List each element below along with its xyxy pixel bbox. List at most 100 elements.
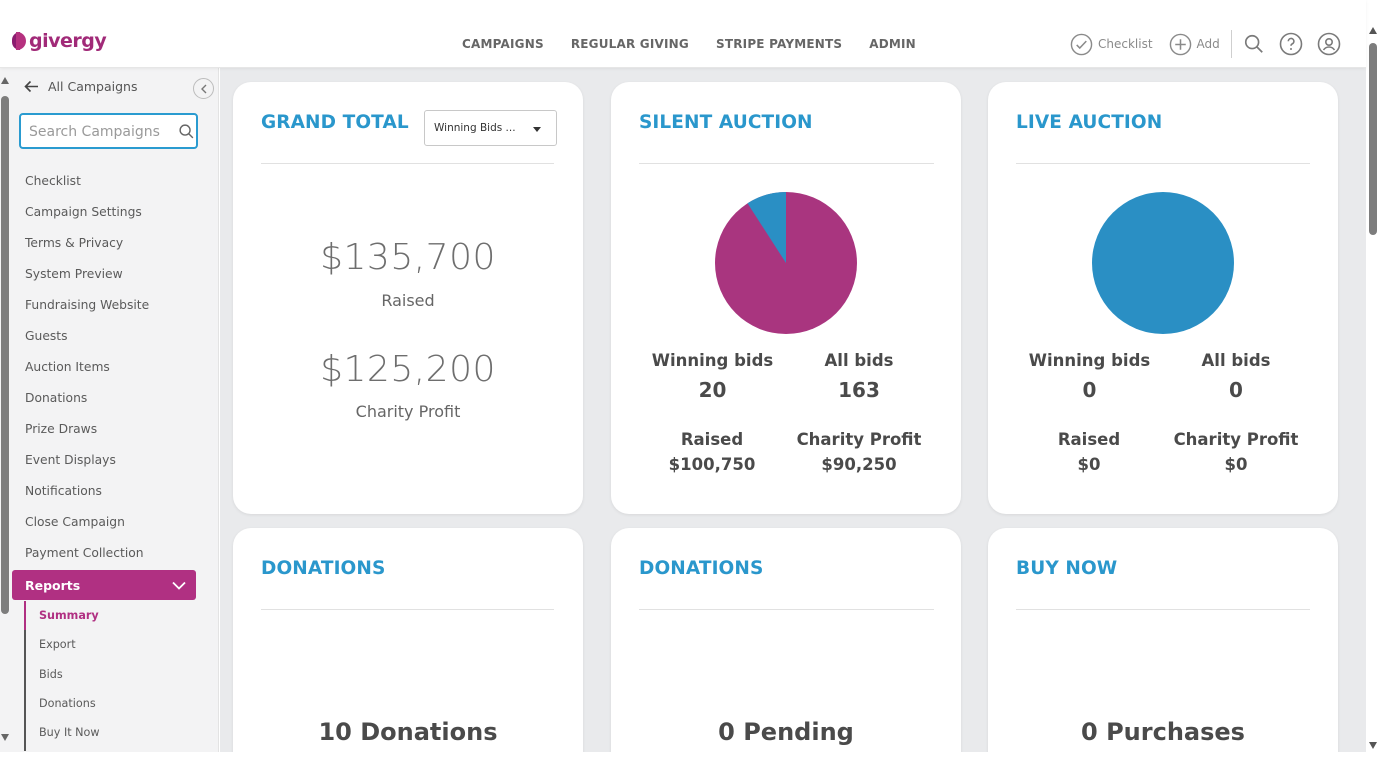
winning-bids-label: Winning bids <box>1028 351 1151 370</box>
silent-auction-title: SILENT AUCTION <box>639 112 813 133</box>
grand-total-card: GRAND TOTAL Winning Bids ... $135,700 Ra… <box>233 82 583 514</box>
winning-bids-value: 20 <box>698 378 727 402</box>
campaign-sidebar: All Campaigns Checklist Campaign Setting… <box>0 68 219 752</box>
divider <box>261 609 554 610</box>
reports-label: Reports <box>25 577 81 593</box>
all-bids-stat: All bids 0 <box>1180 351 1292 402</box>
user-account-icon[interactable] <box>1317 32 1341 56</box>
all-bids-stat: All bids 163 <box>803 351 915 402</box>
search-icon[interactable] <box>178 123 195 140</box>
check-circle-icon <box>1070 33 1093 55</box>
donations-pending-title: DONATIONS <box>639 558 764 579</box>
main-nav: CAMPAIGNS REGULAR GIVING STRIPE PAYMENTS… <box>462 37 916 51</box>
sidebar-scrollbar-thumb[interactable] <box>1 96 9 614</box>
all-bids-value: 163 <box>838 378 880 402</box>
scroll-up-arrow-icon[interactable] <box>1369 27 1377 34</box>
sidebar-item-reports[interactable]: Reports <box>12 570 196 600</box>
donations-title: DONATIONS <box>261 558 386 579</box>
collapse-sidebar-button[interactable] <box>193 78 214 99</box>
sidebar-subitem-buy-it-now[interactable]: Buy It Now <box>39 726 100 740</box>
chevron-left-icon <box>200 84 206 93</box>
nav-campaigns[interactable]: CAMPAIGNS <box>462 37 544 51</box>
buy-now-title: BUY NOW <box>1016 558 1118 579</box>
sidebar-subitem-bids[interactable]: Bids <box>39 667 63 681</box>
checklist-label: Checklist <box>1098 37 1153 51</box>
divider <box>639 609 934 610</box>
checklist-button[interactable]: Checklist <box>1070 33 1153 56</box>
help-icon[interactable] <box>1279 32 1303 56</box>
logo-mark-icon <box>12 32 26 50</box>
live-auction-title: LIVE AUCTION <box>1016 112 1163 133</box>
arrow-left-icon <box>24 80 38 93</box>
nav-regular-giving[interactable]: REGULAR GIVING <box>570 37 689 51</box>
pie-slice-full <box>1092 192 1234 334</box>
raised-label: Raised <box>381 291 435 310</box>
grand-total-filter-dropdown[interactable]: Winning Bids ... <box>424 110 557 146</box>
sidebar-subitem-donations[interactable]: Donations <box>39 696 96 710</box>
donations-card: DONATIONS 10 Donations <box>233 528 583 752</box>
sidebar-scroll-up-icon[interactable] <box>1 77 9 84</box>
dropdown-caret-icon <box>533 127 541 132</box>
nav-stripe-payments[interactable]: STRIPE PAYMENTS <box>715 37 843 51</box>
scroll-down-arrow-icon[interactable] <box>1369 742 1377 749</box>
live-auction-pie-chart <box>1092 192 1234 334</box>
sidebar-item-system-preview[interactable]: System Preview <box>25 267 123 281</box>
grand-total-title: GRAND TOTAL <box>261 112 409 133</box>
all-bids-label: All bids <box>1201 351 1271 370</box>
givergy-logo[interactable]: givergy <box>12 30 107 52</box>
chevron-down-icon <box>172 581 186 590</box>
sidebar-item-prize-draws[interactable]: Prize Draws <box>25 422 98 436</box>
sidebar-item-campaign-settings[interactable]: Campaign Settings <box>25 205 142 219</box>
charity-profit-amount: $125,200 <box>320 349 496 390</box>
purchases-count: 0 Purchases <box>1081 718 1245 746</box>
sidebar-item-auction-items[interactable]: Auction Items <box>25 360 110 374</box>
sidebar-item-payment-collection[interactable]: Payment Collection <box>25 546 144 560</box>
search-icon[interactable] <box>1243 33 1265 55</box>
buy-now-card: BUY NOW 0 Purchases <box>988 528 1338 752</box>
sidebar-item-fundraising-website[interactable]: Fundraising Website <box>25 298 150 312</box>
winning-bids-value: 0 <box>1082 378 1097 402</box>
pending-count: 0 Pending <box>718 718 854 746</box>
raised-amount: $135,700 <box>320 237 496 278</box>
sidebar-item-event-displays[interactable]: Event Displays <box>25 453 116 467</box>
raised-label: Raised <box>1057 430 1121 449</box>
sidebar-item-terms-privacy[interactable]: Terms & Privacy <box>25 236 124 250</box>
active-indicator <box>24 601 26 630</box>
sidebar-scroll-down-icon[interactable] <box>1 734 9 741</box>
reports-summary: GRAND TOTAL Winning Bids ... $135,700 Ra… <box>220 68 1366 752</box>
charity-profit-label: Charity Profit <box>355 402 461 421</box>
sidebar-item-checklist[interactable]: Checklist <box>25 174 81 188</box>
nav-admin[interactable]: ADMIN <box>869 37 916 51</box>
page-scrollbar[interactable] <box>1366 24 1380 752</box>
sidebar-item-close-campaign[interactable]: Close Campaign <box>25 515 125 529</box>
plus-circle-icon <box>1169 33 1191 55</box>
live-auction-card: LIVE AUCTION Winning bids 0 All bids 0 R… <box>988 82 1338 514</box>
charity-profit-value: $90,250 <box>821 455 897 474</box>
all-bids-value: 0 <box>1229 378 1243 402</box>
sidebar-subitem-export[interactable]: Export <box>39 638 76 652</box>
all-bids-label: All bids <box>824 351 894 370</box>
sidebar-scrollbar[interactable] <box>0 74 10 750</box>
header-actions: Checklist Add <box>1070 30 1341 58</box>
all-campaigns-link[interactable]: All Campaigns <box>24 79 137 94</box>
pie-slice-other <box>747 191 786 263</box>
add-label: Add <box>1196 37 1220 51</box>
sidebar-subitem-summary[interactable]: Summary <box>39 609 99 622</box>
raised-stat: Raised $0 <box>1028 427 1150 477</box>
dropdown-value: Winning Bids ... <box>434 122 516 134</box>
page-scrollbar-thumb[interactable] <box>1369 43 1377 235</box>
add-button[interactable]: Add <box>1169 33 1220 56</box>
raised-value: $100,750 <box>668 455 756 474</box>
winning-bids-label: Winning bids <box>651 351 774 370</box>
sidebar-item-notifications[interactable]: Notifications <box>25 484 102 498</box>
donations-count: 10 Donations <box>318 718 498 746</box>
search-campaigns-box[interactable] <box>19 113 198 149</box>
header-divider <box>1230 30 1232 58</box>
charity-profit-stat: Charity Profit $0 <box>1168 427 1304 477</box>
sidebar-item-guests[interactable]: Guests <box>25 329 68 343</box>
search-campaigns-input[interactable] <box>29 122 169 141</box>
charity-profit-value: $0 <box>1224 455 1248 474</box>
sidebar-item-donations[interactable]: Donations <box>25 391 88 405</box>
winning-bids-stat: Winning bids 20 <box>649 351 776 402</box>
donations-pending-card: DONATIONS 0 Pending <box>611 528 961 752</box>
